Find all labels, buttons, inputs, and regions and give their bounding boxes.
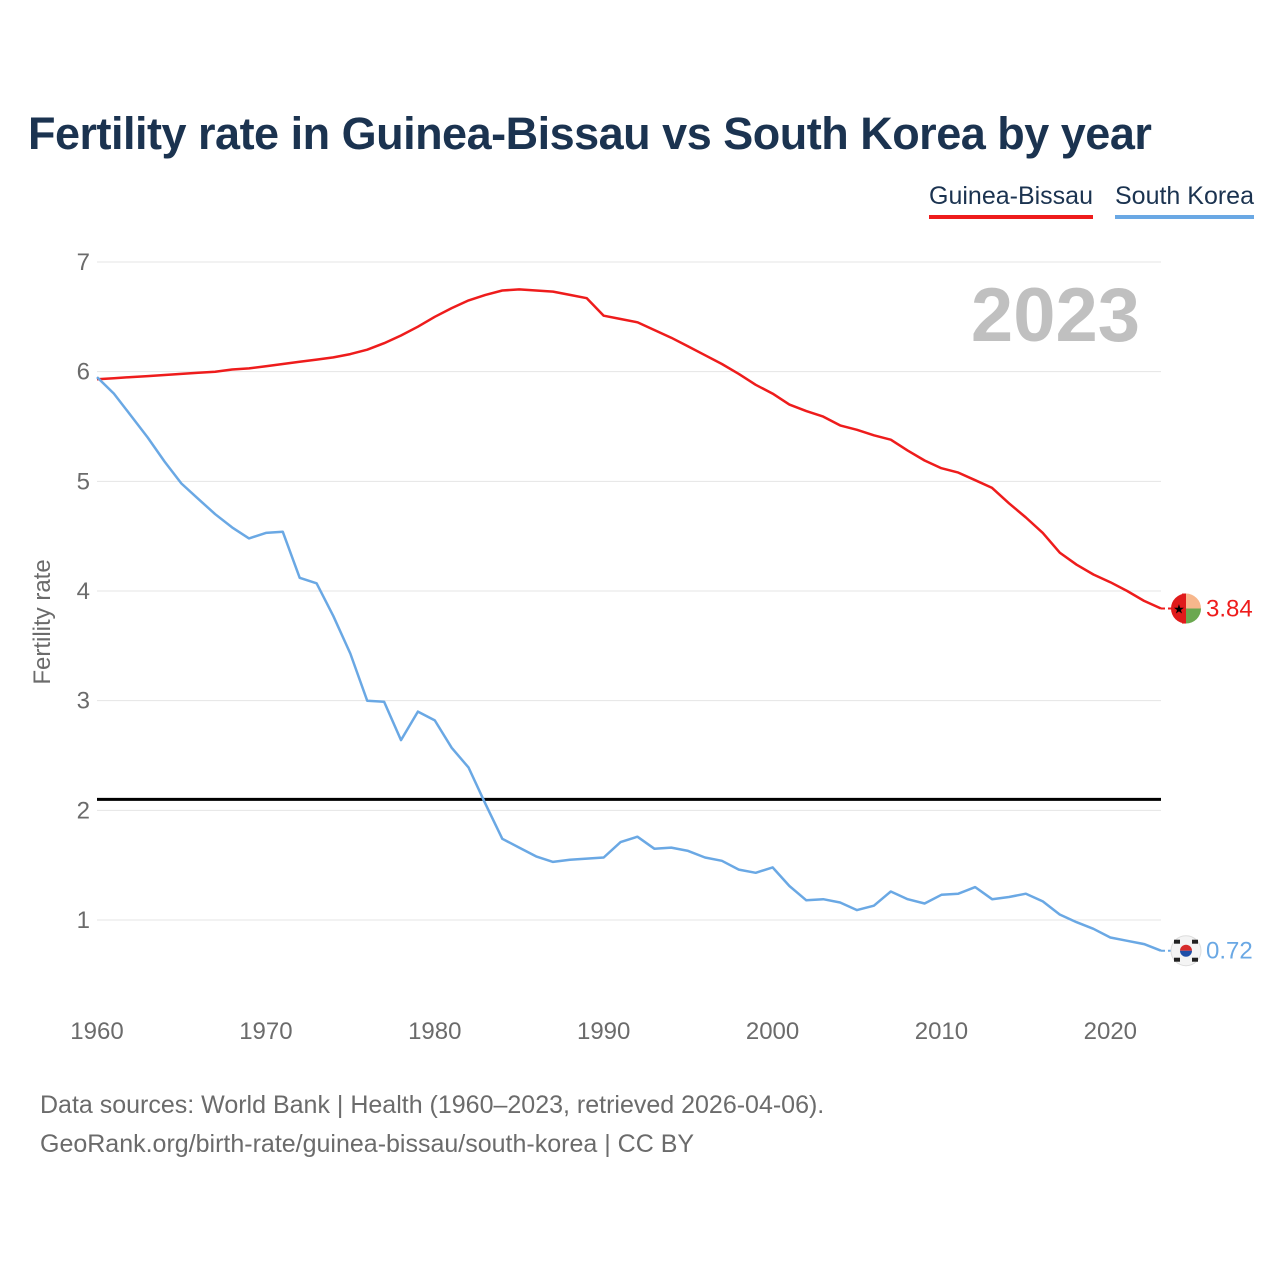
footer: Data sources: World Bank | Health (1960–… — [40, 1086, 824, 1164]
y-tick-label: 2 — [77, 797, 90, 824]
x-tick-label: 1960 — [70, 1018, 123, 1045]
legend-item-guinea-bissau[interactable]: Guinea-Bissau — [929, 182, 1093, 219]
footer-sources: Data sources: World Bank | Health (1960–… — [40, 1091, 825, 1119]
series-endpoints: ★ 3.84 0.72 — [1161, 593, 1253, 967]
year-watermark: 2023 — [971, 273, 1140, 358]
series-line-south-korea[interactable] — [96, 376, 1162, 952]
south-korea-flag-icon — [1170, 935, 1202, 967]
legend: Guinea-Bissau South Korea — [929, 182, 1254, 219]
y-tick-label: 3 — [77, 688, 90, 715]
y-axis-ticks: 1 2 3 4 5 6 7 — [77, 249, 90, 934]
y-axis-label: Fertility rate — [29, 559, 56, 684]
x-tick-label: 2000 — [746, 1018, 799, 1045]
legend-item-south-korea[interactable]: South Korea — [1115, 182, 1254, 219]
footer-attribution[interactable]: GeoRank.org/birth-rate/guinea-bissau/sou… — [40, 1130, 695, 1158]
x-tick-label: 1990 — [577, 1018, 630, 1045]
end-value-label-south-korea: 0.72 — [1206, 938, 1253, 965]
x-axis-ticks: 1960 1970 1980 1990 2000 2010 2020 — [70, 1018, 1137, 1045]
y-tick-label: 6 — [77, 359, 90, 386]
y-tick-label: 7 — [77, 249, 90, 276]
guinea-bissau-flag-icon: ★ — [1171, 593, 1201, 624]
chart-title: Fertility rate in Guinea-Bissau vs South… — [28, 108, 1152, 159]
svg-text:★: ★ — [1173, 602, 1185, 617]
series-lines — [96, 288, 1162, 952]
x-tick-label: 1970 — [239, 1018, 292, 1045]
x-tick-label: 2010 — [915, 1018, 968, 1045]
x-tick-label: 2020 — [1084, 1018, 1137, 1045]
series-line-guinea-bissau[interactable] — [96, 288, 1162, 610]
end-value-label-guinea-bissau: 3.84 — [1206, 596, 1253, 623]
y-tick-label: 1 — [77, 907, 90, 934]
y-tick-label: 5 — [77, 468, 90, 495]
x-tick-label: 1980 — [408, 1018, 461, 1045]
y-tick-label: 4 — [77, 578, 90, 605]
grid-lines — [97, 261, 1161, 921]
